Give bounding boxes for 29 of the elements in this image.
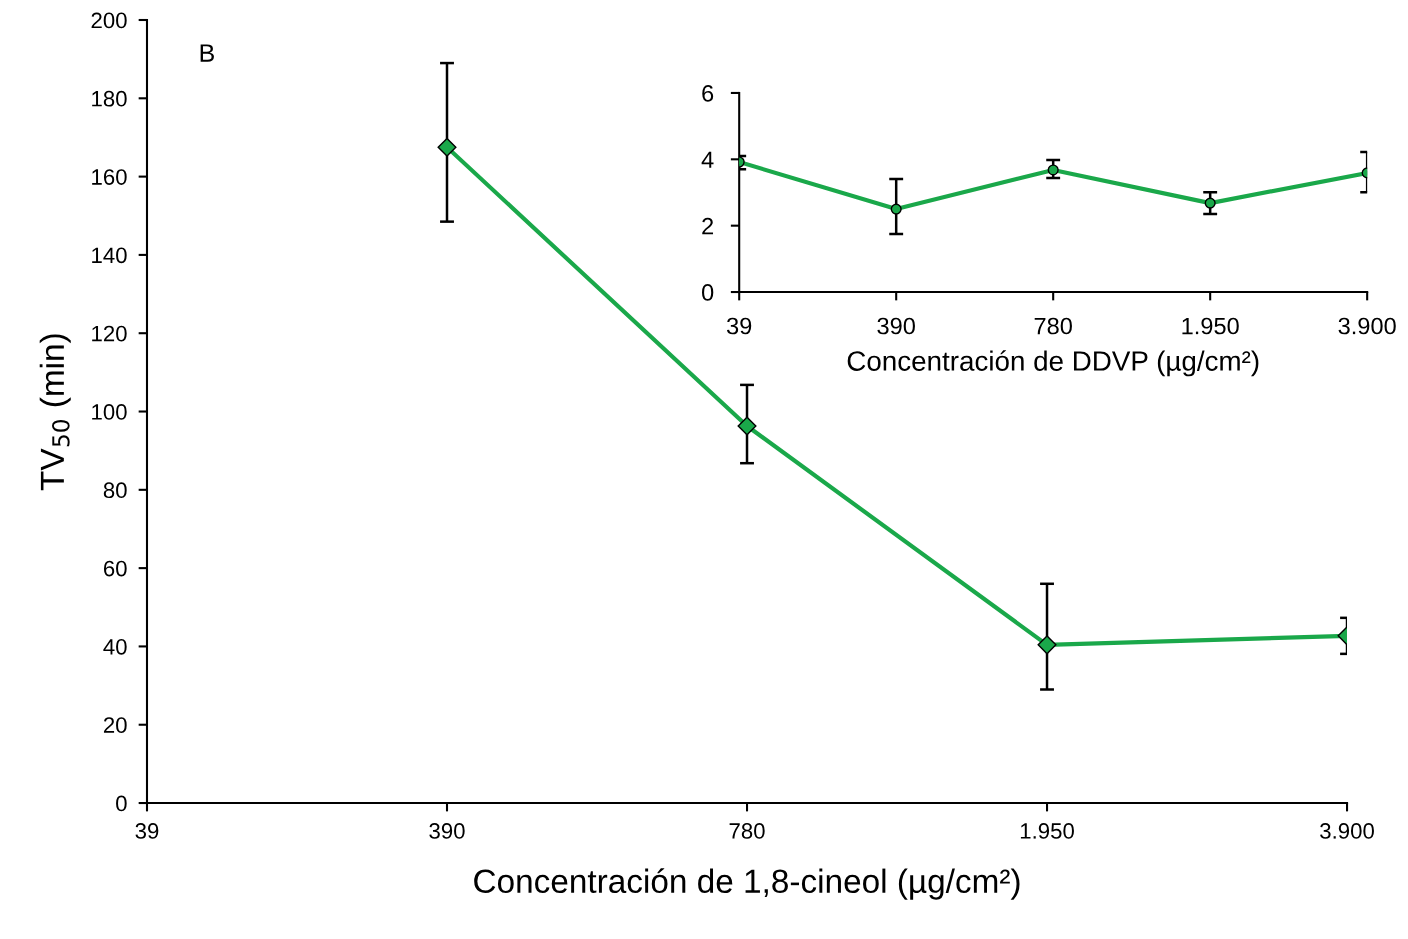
x-tick-label: 390 bbox=[877, 317, 915, 335]
x-tick-label: 3.900 bbox=[1338, 317, 1396, 335]
y-tick-label: 20 bbox=[103, 717, 127, 733]
y-tick-label: 140 bbox=[92, 247, 127, 264]
y-tick-label: 0 bbox=[116, 795, 127, 812]
annotation: B bbox=[200, 44, 214, 62]
x-tick-label: 39 bbox=[726, 317, 752, 335]
y-tick-label: 40 bbox=[103, 638, 127, 655]
y-tick-label: 6 bbox=[702, 85, 714, 102]
y-tick-label: 100 bbox=[92, 404, 127, 420]
x-tick-label: 3.900 bbox=[1320, 823, 1374, 839]
x-tick-label: 39 bbox=[135, 823, 159, 839]
y-tick-label: 60 bbox=[103, 560, 127, 577]
x-tick-label: 1.950 bbox=[1182, 317, 1239, 335]
y-axis-title: TV$_{50}$ (min) bbox=[39, 334, 71, 491]
x-tick-label: 1.950 bbox=[1020, 823, 1074, 839]
y-tick-label: 200 bbox=[91, 12, 127, 29]
y-tick-label: 0 bbox=[701, 284, 714, 301]
y-tick-label: 160 bbox=[92, 169, 127, 185]
x-tick-label: 780 bbox=[1034, 317, 1072, 335]
x-axis-title: Concentración de 1,8-cineol (µg/cm²) bbox=[474, 868, 1020, 900]
y-tick-label: 120 bbox=[92, 325, 127, 342]
y-tick-label: 80 bbox=[103, 482, 127, 499]
y-tick-label: 4 bbox=[701, 151, 714, 168]
x-tick-label: 780 bbox=[729, 823, 765, 839]
x-axis-title: Concentración de DDVP (µg/cm²) bbox=[847, 350, 1259, 377]
x-tick-label: 390 bbox=[429, 823, 465, 839]
y-tick-label: 2 bbox=[702, 217, 714, 235]
y-tick-label: 180 bbox=[92, 90, 127, 107]
